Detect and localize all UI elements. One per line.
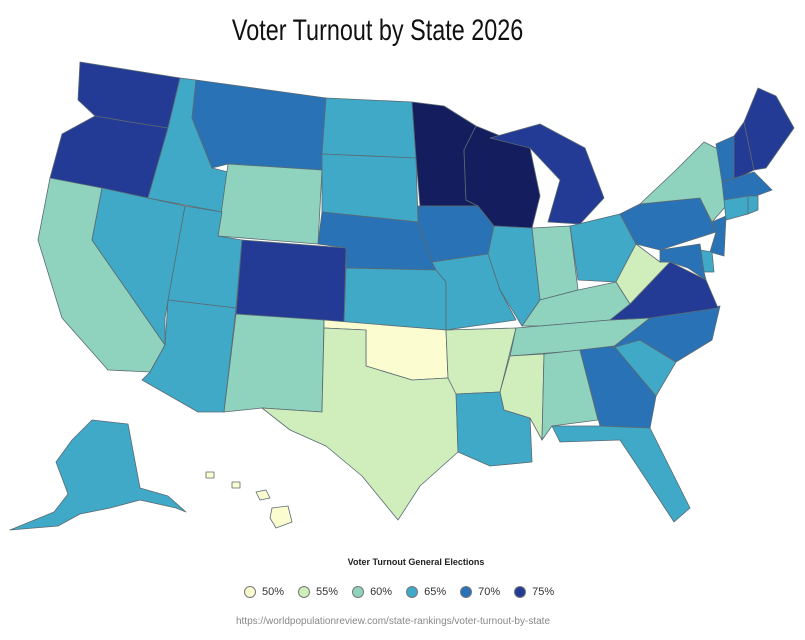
- state-IN[interactable]: [531, 225, 579, 301]
- legend-label: 65%: [424, 586, 447, 598]
- state-NV[interactable]: [91, 187, 186, 346]
- state-MD[interactable]: [659, 243, 707, 281]
- state-AL[interactable]: [541, 349, 599, 441]
- state-RI[interactable]: [747, 195, 759, 215]
- state-HI[interactable]: [205, 471, 293, 529]
- state-MT[interactable]: [191, 79, 327, 171]
- legend-item[interactable]: 75%: [514, 586, 554, 598]
- state-ND[interactable]: [321, 97, 417, 159]
- legend-swatch: [244, 586, 256, 598]
- state-MA[interactable]: [721, 171, 773, 201]
- legend-item[interactable]: 60%: [352, 586, 392, 598]
- map-title: Voter Turnout by State 2026: [231, 14, 524, 47]
- state-AZ[interactable]: [141, 299, 237, 413]
- legend-item[interactable]: 50%: [244, 586, 284, 598]
- source-link[interactable]: https://worldpopulationreview.com/state-…: [235, 616, 551, 627]
- legend-swatch: [352, 586, 365, 598]
- legend-label: 70%: [478, 586, 501, 598]
- legend: 50% 55% 60% 65% 70% 75%: [244, 586, 568, 598]
- legend-item[interactable]: 65%: [406, 586, 446, 598]
- legend-label: 50%: [262, 586, 285, 598]
- state-NM[interactable]: [223, 313, 325, 413]
- us-choropleth-map: [9, 61, 795, 531]
- legend-label: 75%: [532, 586, 555, 598]
- legend-swatch: [406, 586, 419, 598]
- legend-swatch: [460, 586, 473, 598]
- state-AK[interactable]: [9, 419, 187, 531]
- state-KS[interactable]: [343, 267, 447, 331]
- state-GA[interactable]: [579, 345, 657, 429]
- state-NJ[interactable]: [709, 215, 727, 257]
- legend-label: 55%: [316, 586, 339, 598]
- legend-item[interactable]: 70%: [460, 586, 500, 598]
- legend-title: Voter Turnout General Elections: [347, 557, 485, 567]
- state-ME[interactable]: [743, 87, 795, 171]
- state-FL[interactable]: [551, 425, 691, 523]
- state-CO[interactable]: [235, 239, 347, 323]
- state-SD[interactable]: [321, 153, 419, 223]
- state-TX[interactable]: [261, 327, 459, 521]
- state-WY[interactable]: [217, 163, 323, 245]
- legend-swatch: [514, 586, 527, 598]
- legend-label: 60%: [370, 586, 393, 598]
- state-CT[interactable]: [723, 195, 749, 221]
- state-IA[interactable]: [417, 205, 495, 263]
- legend-swatch: [298, 586, 311, 598]
- legend-item[interactable]: 55%: [298, 586, 338, 598]
